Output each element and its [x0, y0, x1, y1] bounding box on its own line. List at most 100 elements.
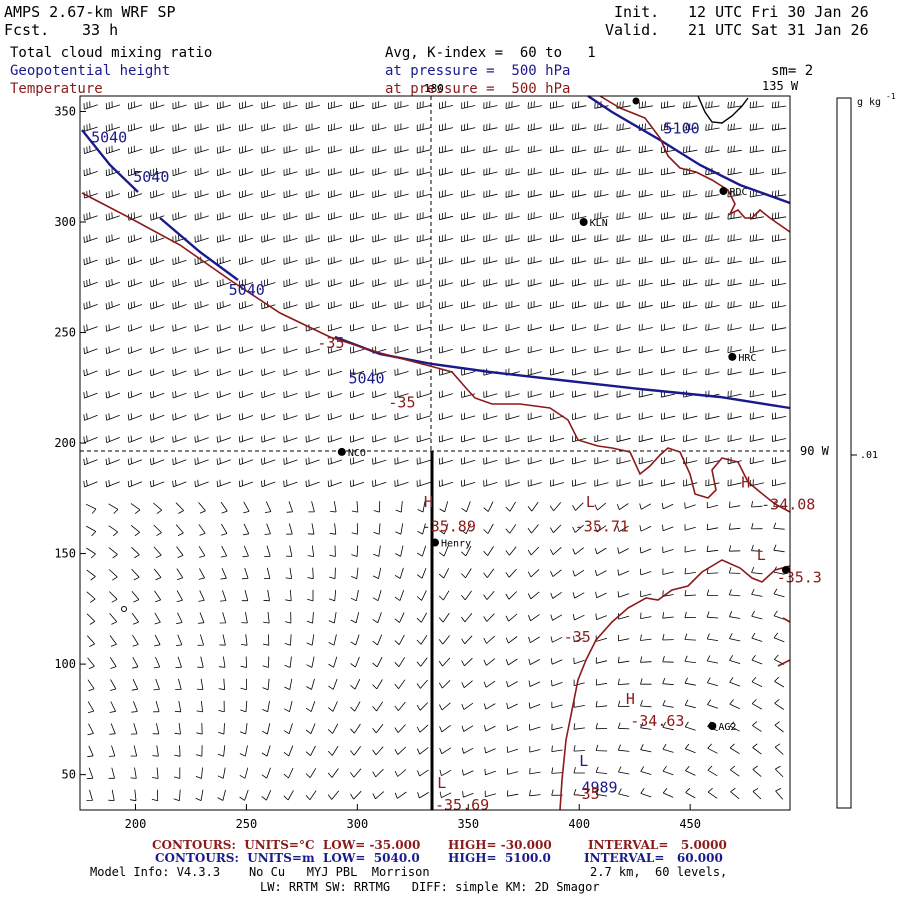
wind-barb [572, 368, 587, 376]
wind-barb [283, 256, 298, 265]
wind-barb [706, 655, 719, 664]
wind-barb [261, 234, 276, 243]
wind-barb [527, 412, 542, 420]
wind-barb [194, 145, 209, 154]
wind-barb [394, 346, 409, 354]
wind-barb [662, 634, 674, 641]
wind-barb [594, 547, 607, 555]
wind-barb [594, 525, 607, 533]
wind-barb [638, 101, 653, 109]
wind-barb [439, 501, 449, 513]
wind-barb [328, 145, 343, 154]
wind-barb [284, 678, 293, 690]
wind-barb [683, 368, 698, 376]
wind-barb [151, 789, 159, 802]
wind-barb [527, 234, 542, 243]
wind-barb [594, 346, 609, 354]
wind-barb [350, 190, 365, 198]
wind-barb [372, 234, 387, 243]
temperature-contours-info: CONTOURS: UNITS=°C LOW= -35.000 [152, 838, 421, 852]
wind-barb [594, 434, 609, 443]
wind-barb [706, 523, 719, 531]
wind-barb [774, 721, 784, 733]
wind-barb [505, 189, 520, 198]
wind-barb [372, 589, 382, 602]
wind-barb [595, 744, 608, 752]
wind-barb [707, 699, 718, 709]
plot-frame [79, 95, 791, 811]
wind-barb [350, 612, 360, 624]
wind-barb [86, 525, 97, 537]
wind-barb [771, 300, 787, 309]
wind-barb [372, 145, 387, 154]
wind-barb [284, 612, 292, 624]
wind-barb [305, 790, 317, 801]
geopotential-contours [81, 95, 791, 410]
wind-barb [483, 346, 498, 354]
wind-barb [572, 123, 587, 131]
wind-barb [729, 721, 740, 732]
wind-barb [83, 391, 98, 399]
wind-barb [217, 789, 226, 801]
wind-barb [640, 722, 652, 730]
wind-barb [350, 790, 362, 800]
wind-barb [749, 167, 764, 176]
wind-barb [105, 413, 120, 421]
wind-barb [305, 701, 316, 712]
wind-barb [551, 680, 563, 687]
wind-barb [328, 612, 337, 624]
wind-barb [105, 324, 120, 332]
y-tick-label: 100 [54, 657, 76, 671]
wind-barb [218, 723, 225, 735]
wind-barb [728, 567, 741, 574]
wind-barb [86, 613, 96, 625]
field-temperature: Temperature [10, 81, 103, 97]
wind-barb [150, 324, 165, 332]
wind-barb [550, 591, 562, 599]
wind-barb [749, 123, 764, 131]
wind-barb [640, 590, 652, 598]
wind-barb [483, 323, 498, 332]
x-tick-label: 350 [457, 817, 479, 831]
wind-barb [174, 700, 182, 713]
wind-barb [616, 300, 631, 309]
wind-barb [527, 189, 542, 198]
wind-barb [351, 501, 359, 513]
wind-barb [617, 547, 629, 554]
wind-barb [284, 634, 292, 646]
wind-barb [749, 412, 764, 420]
wind-barb [394, 724, 406, 733]
wind-barb [150, 346, 165, 354]
wind-barb [595, 679, 608, 686]
legend-units: g kg [857, 97, 881, 108]
wind-barb [751, 699, 762, 710]
wind-barb [639, 547, 652, 554]
wind-barb [172, 101, 187, 110]
wind-barb [172, 212, 187, 221]
wind-barb [350, 145, 365, 154]
wind-barb [550, 547, 562, 555]
wind-barb [350, 701, 361, 712]
wind-barb [416, 234, 431, 243]
wind-barb [461, 123, 476, 132]
wind-barb [483, 546, 494, 556]
wind-barb [108, 525, 118, 537]
wind-barb [194, 123, 209, 132]
wind-barb [529, 746, 541, 753]
wind-barb [172, 190, 187, 199]
wind-barb [483, 568, 495, 578]
wind-barb [662, 765, 674, 776]
temperature-contour-northeast [599, 95, 791, 233]
wind-barb [483, 412, 498, 421]
wind-barb [105, 435, 120, 443]
wind-barb [372, 791, 385, 800]
wind-barb [305, 123, 320, 132]
wind-barb [416, 435, 431, 443]
wind-barb [594, 502, 607, 511]
wind-barb [683, 167, 698, 176]
wind-barb [283, 790, 294, 801]
wind-barb [239, 301, 254, 310]
wind-barb [483, 278, 498, 287]
wind-barb [439, 545, 449, 557]
wind-barb [771, 101, 787, 109]
